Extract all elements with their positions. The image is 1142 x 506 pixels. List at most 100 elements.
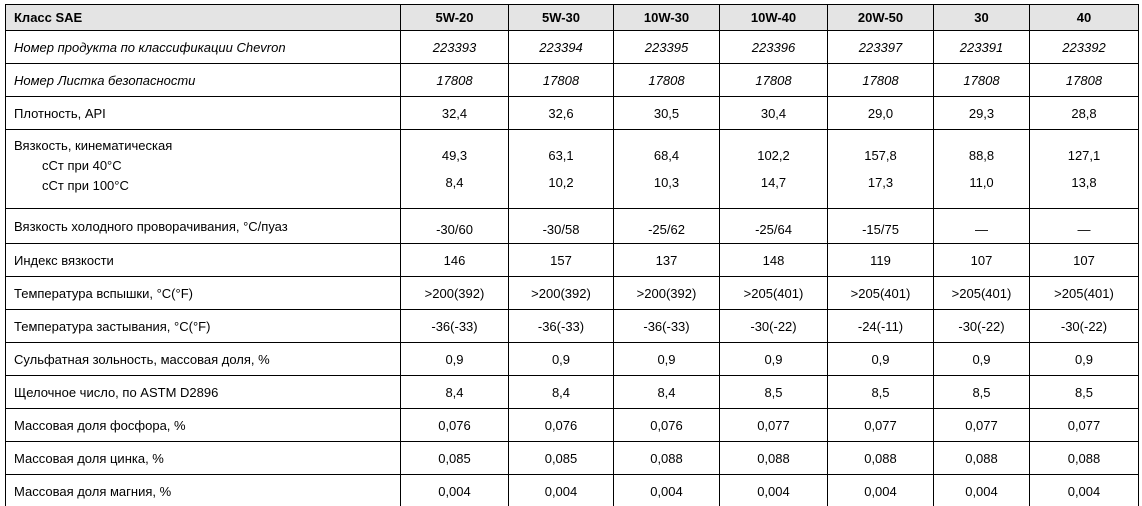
table-body: Номер продукта по классификации Chevron 2… (5, 30, 1139, 506)
table-row: Номер продукта по классификации Chevron 2… (5, 30, 1139, 64)
table-cell: >205(401) (719, 276, 828, 310)
table-cell: 29,0 (827, 96, 934, 130)
table-cell: 223394 (508, 30, 614, 64)
table-cell: 8,5 (827, 375, 934, 409)
table-cell: — (1029, 208, 1139, 244)
table-cell: 223392 (1029, 30, 1139, 64)
table-cell: 146 (400, 243, 509, 277)
table-cell: 0,004 (719, 474, 828, 506)
table-row: Температура вспышки, °C(°F) >200(392) >200… (5, 276, 1139, 310)
table-cell: 49,3 8,4 (400, 129, 509, 209)
table-cell: -25/62 (613, 208, 720, 244)
table-cell: 0,076 (508, 408, 614, 442)
group-label: Вязкость, кинематическая (14, 138, 173, 153)
table-cell: 17808 (508, 63, 614, 97)
cell-value: 14,7 (760, 175, 787, 190)
row-label: Сульфатная зольность, массовая доля, % (5, 342, 401, 376)
cell-value: 102,2 (757, 148, 790, 163)
cell-value: 127,1 (1067, 148, 1101, 163)
table-cell: 0,088 (933, 441, 1030, 475)
table-cell: 137 (613, 243, 720, 277)
table-cell: 0,077 (827, 408, 934, 442)
table-cell: 0,9 (613, 342, 720, 376)
cell-value: 10,2 (548, 175, 574, 190)
column-header: 20W-50 (827, 4, 934, 31)
table-cell: >205(401) (827, 276, 934, 310)
table-cell: 0,076 (400, 408, 509, 442)
table-cell: 8,5 (933, 375, 1030, 409)
table-cell: 0,088 (1029, 441, 1139, 475)
table-cell: 0,085 (400, 441, 509, 475)
table-cell: -30(-22) (1029, 309, 1139, 343)
table-cell: 0,077 (1029, 408, 1139, 442)
table-cell: 223397 (827, 30, 934, 64)
table-row: Вязкость холодного проворачивания, °C/пу… (5, 208, 1139, 244)
table-row: Индекс вязкости 146 157 137 148 119 107 107 (5, 243, 1139, 277)
table-cell: -30/60 (400, 208, 509, 244)
table-cell: -36(-33) (613, 309, 720, 343)
table-cell: 17808 (933, 63, 1030, 97)
table-cell: 32,4 (400, 96, 509, 130)
table-header-label: Класс SAE (5, 4, 401, 31)
table-cell: 0,9 (827, 342, 934, 376)
row-label: Индекс вязкости (5, 243, 401, 277)
table-row: Температура застывания, °C(°F) -36(-33) -3… (5, 309, 1139, 343)
table-cell: 223391 (933, 30, 1030, 64)
table-row: Массовая доля магния, % 0,004 0,004 0,004 0,… (5, 474, 1139, 506)
table-cell: 88,8 11,0 (933, 129, 1030, 209)
table-cell: 223396 (719, 30, 828, 64)
cell-value: 157,8 (864, 148, 897, 163)
table-row: Номер Листка безопасности 17808 17808 17808… (5, 63, 1139, 97)
table-cell: 107 (933, 243, 1030, 277)
table-cell: >200(392) (400, 276, 509, 310)
table-cell: >200(392) (613, 276, 720, 310)
table-cell: — (933, 208, 1030, 244)
table-cell: 107 (1029, 243, 1139, 277)
cell-value: 63,1 (548, 148, 574, 163)
datasheet-page: Класс SAE 5W-20 5W-30 10W-30 10W-40 20W-50 30… (0, 4, 1142, 506)
table-cell: 0,088 (613, 441, 720, 475)
table-cell: 8,5 (1029, 375, 1139, 409)
table-cell: 0,077 (719, 408, 828, 442)
table-cell: 30,4 (719, 96, 828, 130)
table-cell: -30/58 (508, 208, 614, 244)
table-cell: 157,8 17,3 (827, 129, 934, 209)
table-cell: 0,004 (613, 474, 720, 506)
table-cell: -36(-33) (400, 309, 509, 343)
table-cell: 0,076 (613, 408, 720, 442)
column-header: 10W-40 (719, 4, 828, 31)
row-label: Массовая доля магния, % (5, 474, 401, 506)
column-header: 40 (1029, 4, 1139, 31)
column-header: 30 (933, 4, 1030, 31)
table-cell: 0,9 (400, 342, 509, 376)
group-sublabel: сСт при 100°C (42, 178, 129, 193)
table-row: Массовая доля цинка, % 0,085 0,085 0,088 0,0… (5, 441, 1139, 475)
table-cell: 8,4 (400, 375, 509, 409)
table-cell: -36(-33) (508, 309, 614, 343)
sae-oil-spec-table: Класс SAE 5W-20 5W-30 10W-30 10W-40 20W-50 30… (5, 4, 1139, 506)
table-cell: 223393 (400, 30, 509, 64)
table-cell: 8,4 (613, 375, 720, 409)
table-cell: 0,9 (933, 342, 1030, 376)
row-label: Вязкость холодного проворачивания, °C/пу… (5, 208, 401, 244)
table-cell: 119 (827, 243, 934, 277)
cell-value: 8,4 (445, 175, 464, 190)
row-label: Номер продукта по классификации Chevron (5, 30, 401, 64)
table-row: Вязкость, кинематическая сСт при 40°C сСт … (5, 129, 1139, 209)
table-cell: 68,4 10,3 (613, 129, 720, 209)
table-cell: 8,5 (719, 375, 828, 409)
column-header: 10W-30 (613, 4, 720, 31)
cell-value: 49,3 (441, 148, 468, 163)
table-cell: 0,077 (933, 408, 1030, 442)
row-label: Температура застывания, °C(°F) (5, 309, 401, 343)
table-cell: 17808 (1029, 63, 1139, 97)
table-cell: -24(-11) (827, 309, 934, 343)
header-row: Класс SAE 5W-20 5W-30 10W-30 10W-40 20W-50 30… (5, 4, 1139, 31)
column-header: 5W-20 (400, 4, 509, 31)
table-row: Массовая доля фосфора, % 0,076 0,076 0,076 0… (5, 408, 1139, 442)
table-cell: 32,6 (508, 96, 614, 130)
table-cell: -30(-22) (933, 309, 1030, 343)
row-label: Вязкость, кинематическая сСт при 40°C сСт … (5, 129, 401, 209)
cell-value: 68,4 (653, 148, 680, 163)
table-cell: 63,1 10,2 (508, 129, 614, 209)
